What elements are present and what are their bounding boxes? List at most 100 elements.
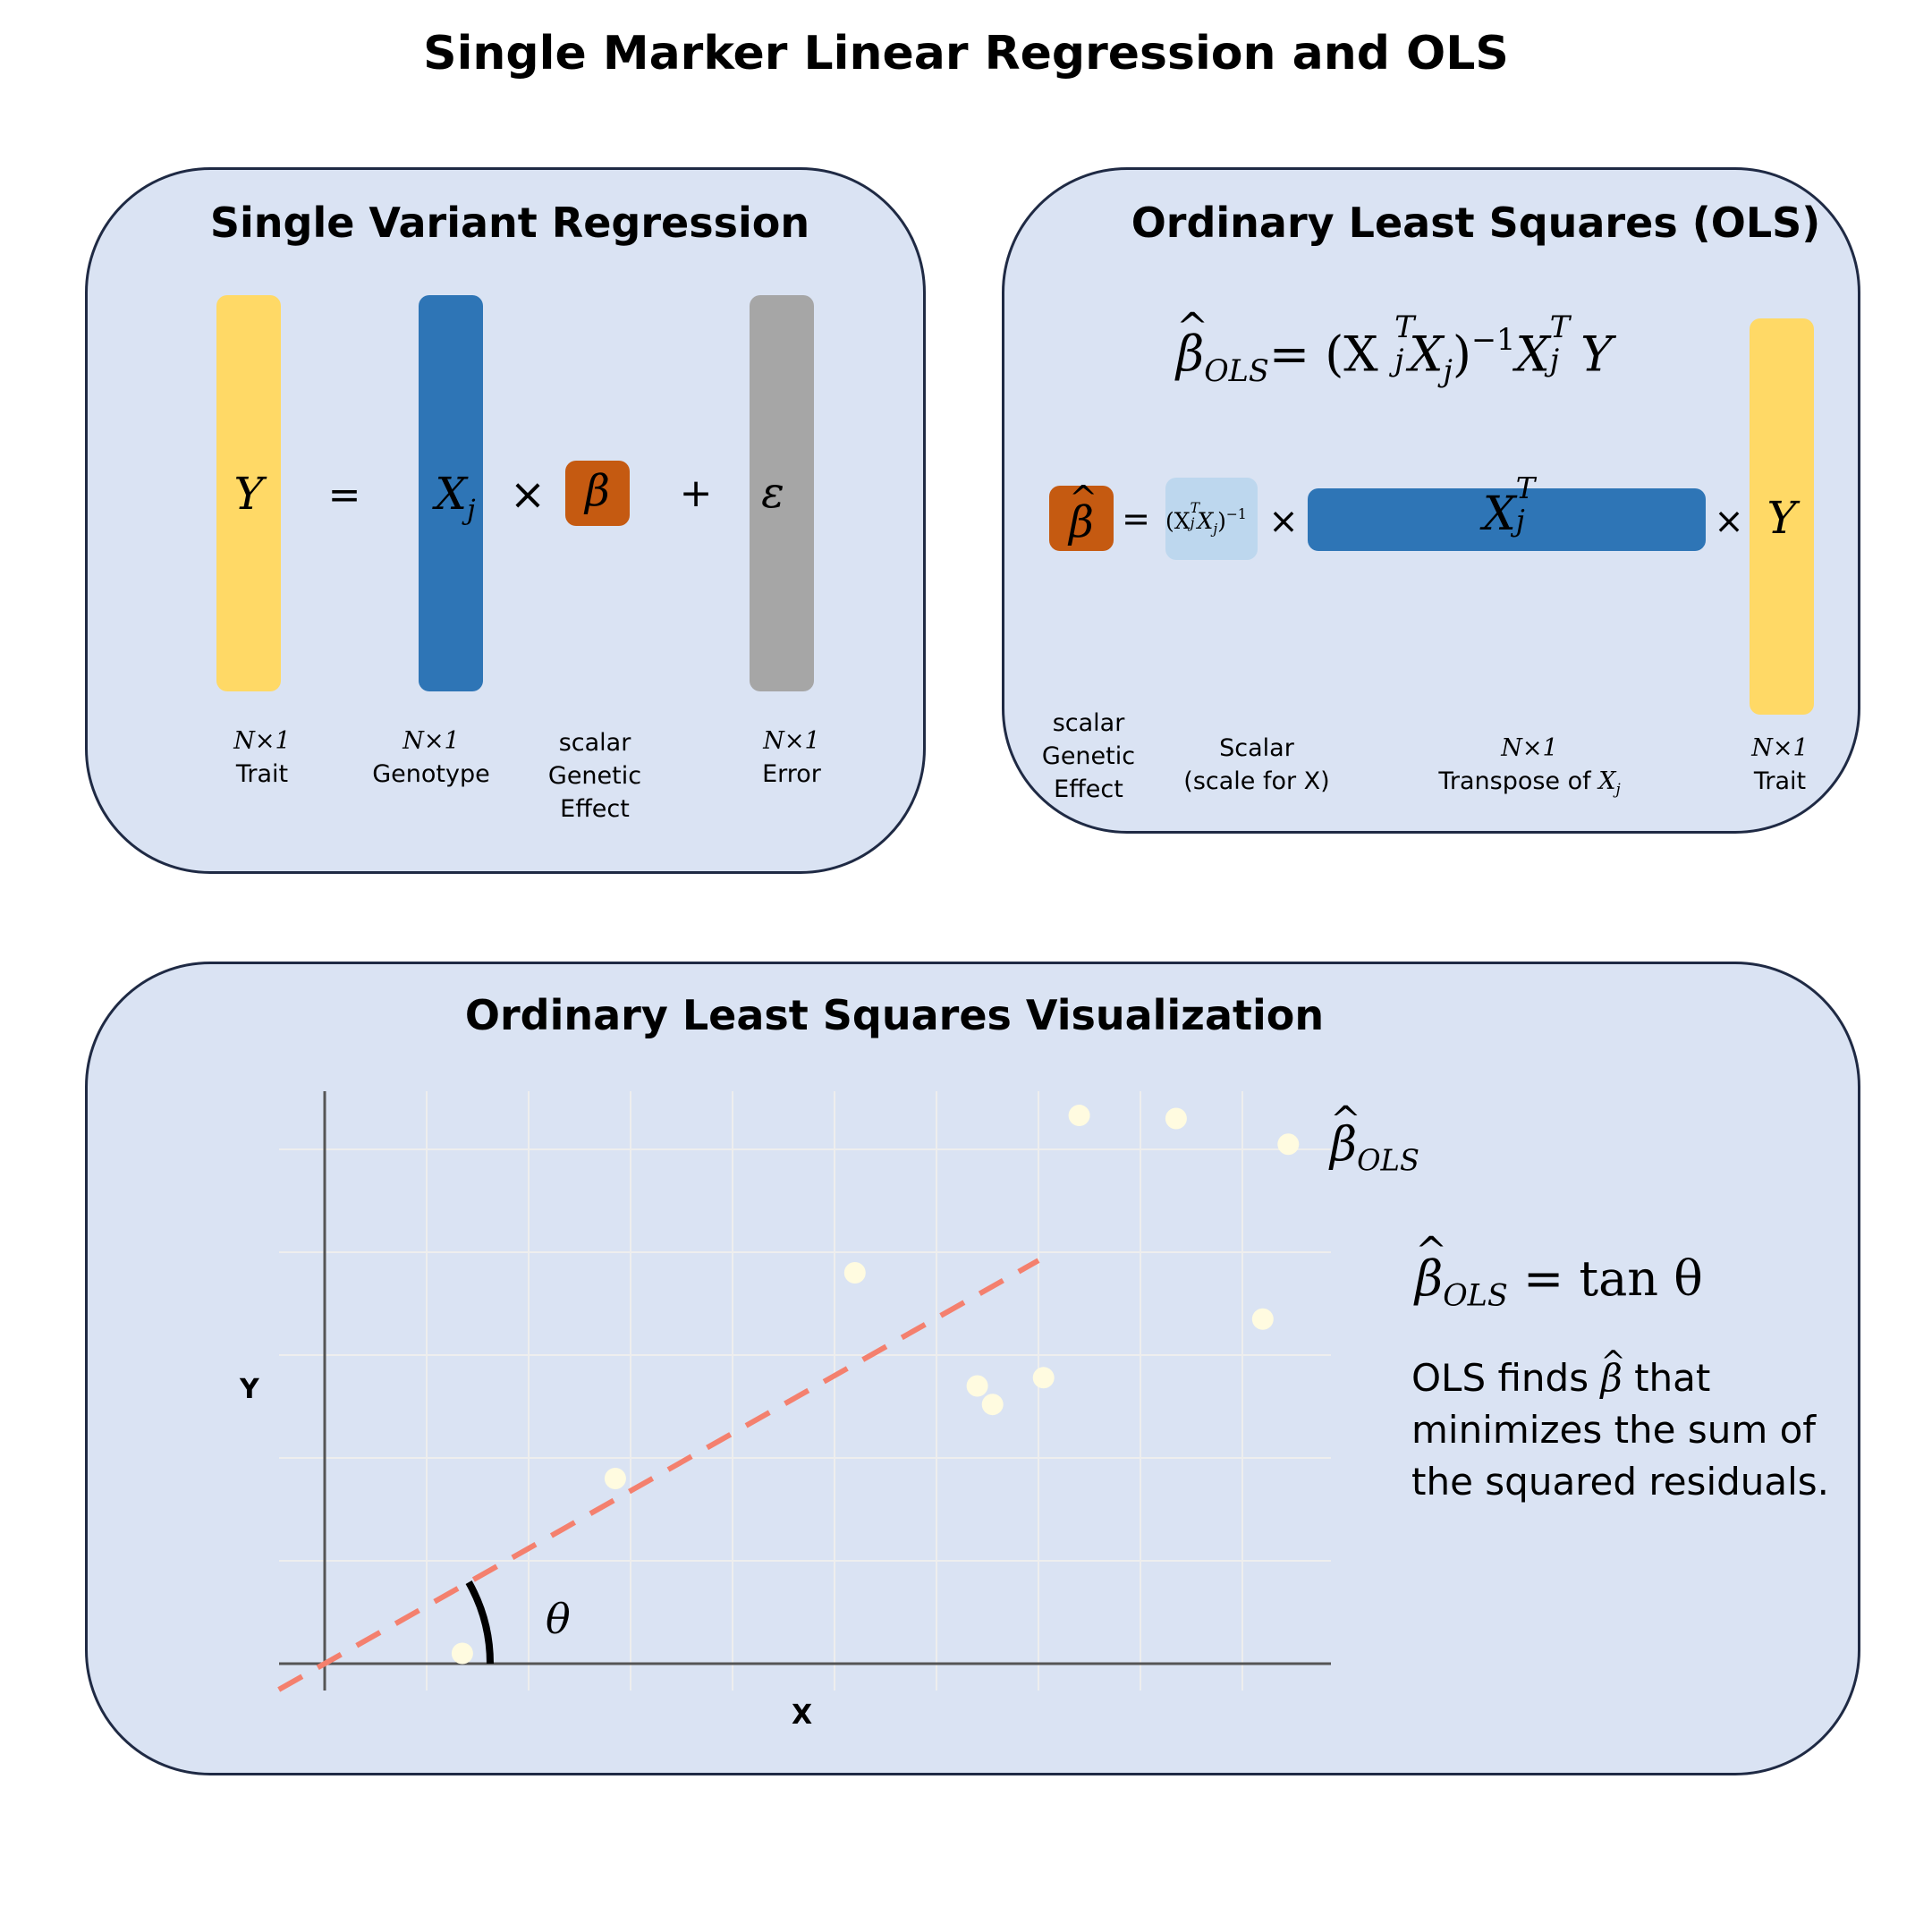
desc-line1b: that (1622, 1356, 1711, 1400)
tan-rhs: = tan θ (1522, 1250, 1703, 1307)
data-point (1277, 1133, 1300, 1156)
formula-x3: X (1515, 326, 1550, 383)
x-axis-label: X (792, 1699, 813, 1731)
tan-formula: βOLS = tan θ (1415, 1229, 1703, 1312)
equals-sign: = (327, 472, 361, 518)
data-point (604, 1468, 626, 1489)
data-point (981, 1394, 1004, 1416)
plus-sign: + (679, 470, 713, 516)
tan-beta: β (1415, 1229, 1443, 1307)
desc-line-3: the squared residuals. (1411, 1460, 1830, 1504)
transpose-x: X (1482, 487, 1516, 541)
transpose-bar (1308, 488, 1706, 551)
caption-transpose-x: X (1598, 767, 1616, 795)
data-point (1068, 1105, 1090, 1127)
caption-ols-scalar: Scalar (scale for X) (1183, 734, 1330, 795)
ols-regression-line (277, 1258, 1040, 1692)
caption-error-text: Error (762, 760, 821, 788)
caption-ols-trait: N×1 Trait (1726, 732, 1834, 798)
caption-trait: N×1 Trait (204, 724, 320, 791)
formula-t3-sup: T (1549, 309, 1571, 345)
data-points (451, 1105, 1300, 1665)
scalar-sup: T (1190, 500, 1199, 517)
data-point (843, 1262, 866, 1284)
panel-title-visualization: Ordinary Least Squares Visualization (464, 991, 1325, 1039)
epsilon-symbol: ε (761, 468, 784, 518)
scalar-close: ) (1217, 507, 1226, 534)
formula-x2-sub: j (1443, 353, 1453, 389)
y-symbol: Y (233, 468, 264, 520)
beta-hat-symbol: β (1049, 479, 1114, 547)
caption-genotype: N×1 Genotype (360, 724, 503, 791)
desc-line-1: OLS finds β that (1411, 1336, 1829, 1404)
formula-beta-sub: OLS (1204, 353, 1269, 389)
panel-title-single-variant: Single Variant Regression (209, 199, 810, 247)
formula-open: = (X (1268, 326, 1378, 383)
caption-transpose-dim: N×1 (1501, 734, 1558, 762)
data-point (1032, 1367, 1055, 1389)
caption-ols-trait-text: Trait (1753, 767, 1807, 795)
desc-line1a: OLS finds (1411, 1356, 1601, 1400)
effect-box (565, 461, 630, 526)
theta-label: θ (546, 1595, 571, 1643)
xj-x: X (435, 468, 467, 520)
formula-y: Y (1580, 326, 1613, 383)
line-label-beta: β (1330, 1097, 1357, 1172)
formula-x2: X (1409, 326, 1444, 383)
line-label: βOLS (1330, 1097, 1419, 1178)
caption-trait-text: Trait (235, 760, 289, 788)
formula-t1-sup: T (1394, 309, 1415, 345)
times-sign-1: × (509, 470, 547, 520)
data-point (1251, 1308, 1274, 1330)
formula-t1-sub: j (1394, 342, 1404, 377)
formula-inv: −1 (1471, 322, 1516, 357)
data-point (966, 1375, 988, 1397)
scalar-box (1165, 478, 1258, 560)
data-point (1165, 1107, 1187, 1130)
transpose-sup: T (1515, 471, 1536, 506)
scalar-inv: −1 (1225, 506, 1247, 522)
ols-description: OLS finds β that minimizes the sum of th… (1411, 1336, 1830, 1508)
panel-ols-visualization (85, 962, 1860, 1775)
caption-genotype-text: Genotype (372, 760, 490, 788)
scalar-x2: X (1197, 507, 1214, 534)
desc-beta: β (1600, 1336, 1623, 1404)
scalar-x2-sub: j (1213, 521, 1218, 538)
ols-times-2: × (1714, 501, 1744, 542)
caption-error-dim: N×1 (763, 727, 820, 755)
scalar-sub: j (1190, 515, 1195, 532)
ols-equals: = (1122, 499, 1150, 538)
ols-trait-bar (1750, 318, 1814, 715)
caption-ols-transpose: N×1 Transpose of Xj (1404, 732, 1655, 806)
caption-trait-dim: N×1 (233, 727, 291, 755)
caption-error: N×1 Error (733, 724, 850, 791)
formula-close: ) (1452, 326, 1471, 383)
beta-hat-glyph: β (1069, 479, 1094, 547)
grid-lines (279, 1091, 1331, 1690)
beta-symbol: β (585, 466, 610, 516)
error-bar (750, 295, 814, 691)
genotype-bar (419, 295, 483, 691)
formula-t3-sub: j (1549, 342, 1560, 377)
page-title: Single Marker Linear Regression and OLS (423, 27, 1509, 80)
data-point (451, 1642, 473, 1665)
y-axis-label: Y (240, 1374, 259, 1405)
trait-bar (216, 295, 281, 691)
panel-title-ols: Ordinary Least Squares (OLS) (1131, 199, 1821, 247)
line-label-sub: OLS (1357, 1143, 1419, 1178)
theta-angle-arc (465, 1580, 494, 1665)
xj-sub: j (466, 493, 476, 526)
caption-effect: scalar Genetic Effect (547, 729, 642, 823)
caption-ols-effect: scalar Genetic Effect (1041, 709, 1136, 803)
caption-ols-trait-dim: N×1 (1751, 734, 1809, 762)
transpose-sub: j (1515, 503, 1525, 538)
formula-beta: β (1176, 305, 1204, 383)
